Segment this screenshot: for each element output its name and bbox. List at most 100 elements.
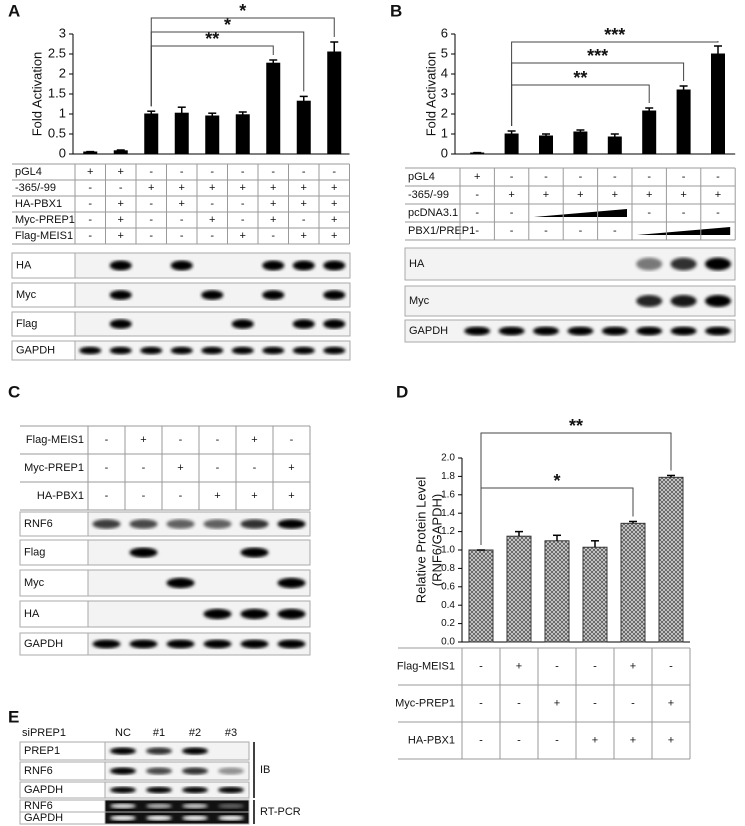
blot-label: Myc — [16, 289, 37, 301]
bar — [205, 115, 220, 155]
condition-mark: + — [118, 166, 124, 178]
blot-strip — [104, 761, 250, 781]
blot-band — [182, 767, 208, 775]
condition-mark: + — [288, 462, 294, 474]
blot-label: GAPDH — [16, 344, 55, 356]
row-label: Flag-MEIS1 — [397, 660, 455, 672]
panel-letter: B — [390, 1, 402, 20]
blot-band — [601, 326, 628, 336]
y-tick-label: 1 — [441, 125, 448, 140]
condition-mark: - — [479, 734, 483, 746]
y-tick-label: 1.4 — [441, 508, 455, 519]
condition-mark: - — [475, 225, 479, 237]
blot-band — [170, 346, 193, 355]
condition-mark: + — [179, 182, 185, 194]
blot-band — [218, 815, 244, 821]
condition-mark: + — [474, 171, 480, 183]
blot-label: RNF6 — [24, 518, 53, 530]
blot-band — [166, 639, 195, 649]
condition-mark: + — [148, 182, 154, 194]
bar — [582, 546, 608, 643]
blot-label-box — [11, 282, 76, 308]
condition-mark: + — [508, 189, 514, 201]
blot-band — [166, 577, 195, 589]
bar — [539, 135, 553, 155]
blot-band — [203, 519, 232, 529]
blot-label-box — [19, 569, 89, 597]
blot-band — [110, 815, 136, 821]
condition-mark: - — [647, 171, 651, 183]
condition-mark: + — [646, 189, 652, 201]
y-tick-label: 0 — [441, 145, 448, 160]
blot-band — [109, 290, 132, 300]
significance-label: * — [553, 471, 560, 491]
blot-label: RNF6 — [24, 765, 53, 777]
blot-label: HA — [16, 259, 32, 271]
blot-band — [636, 257, 663, 271]
condition-mark: - — [119, 182, 123, 194]
blot-band — [109, 260, 132, 271]
blot-strip — [87, 569, 311, 597]
lane-label: #1 — [153, 727, 165, 739]
bar — [607, 136, 622, 155]
condition-mark: - — [253, 462, 257, 474]
blot-band — [146, 786, 172, 794]
condition-mark: + — [209, 214, 215, 226]
condition-mark: + — [118, 214, 124, 226]
blot-band — [218, 767, 244, 775]
bar — [642, 110, 657, 155]
condition-mark: + — [288, 490, 294, 502]
blot-band — [182, 803, 208, 809]
blot-label: HA — [24, 608, 40, 620]
condition-mark: + — [179, 198, 185, 210]
condition-mark: + — [118, 198, 124, 210]
significance-bracket — [511, 62, 685, 126]
bar — [327, 51, 342, 155]
condition-mark: - — [613, 225, 617, 237]
condition-mark: + — [630, 660, 636, 672]
condition-mark: + — [118, 230, 124, 242]
significance-label: *** — [587, 46, 608, 66]
blot-band — [201, 290, 224, 300]
blot-band — [670, 295, 697, 307]
condition-mark: + — [331, 230, 337, 242]
blot-band — [277, 519, 306, 529]
blot-band — [109, 346, 132, 355]
condition-mark: + — [240, 182, 246, 194]
condition-mark: - — [105, 434, 109, 446]
significance-label: * — [239, 1, 246, 21]
blot-band — [182, 786, 208, 794]
y-tick-label: 2.0 — [441, 453, 455, 464]
blot-band — [533, 326, 559, 336]
blot-band — [92, 519, 121, 529]
significance-bracket — [150, 45, 274, 107]
row-label: pGL4 — [15, 166, 42, 178]
blot-band — [231, 319, 254, 329]
blot-strip — [87, 539, 311, 566]
y-tick-label: 0.8 — [441, 563, 455, 574]
significance-label: ** — [205, 29, 219, 49]
condition-mark: + — [668, 734, 674, 746]
bar — [174, 112, 189, 155]
blot-label-box — [19, 600, 89, 628]
condition-mark: + — [140, 434, 146, 446]
blot-band — [110, 767, 136, 775]
significance-bracket — [511, 41, 719, 126]
condition-mark: - — [593, 660, 597, 672]
blot-label: GAPDH — [409, 325, 448, 337]
blot-band — [240, 639, 269, 649]
condition-mark: + — [240, 230, 246, 242]
significance-bracket — [150, 17, 335, 107]
blot-label: Flag — [16, 318, 37, 330]
condition-mark: + — [214, 490, 220, 502]
condition-mark: + — [516, 660, 522, 672]
bar — [676, 89, 691, 155]
row-label: pcDNA3.1 — [408, 207, 458, 219]
blot-band — [636, 326, 663, 336]
row-label: HA-PBX1 — [37, 490, 84, 502]
blot-band — [705, 257, 731, 271]
condition-mark: - — [88, 182, 92, 194]
condition-mark: - — [179, 434, 183, 446]
significance-bracket — [480, 432, 672, 545]
condition-mark: + — [543, 189, 549, 201]
